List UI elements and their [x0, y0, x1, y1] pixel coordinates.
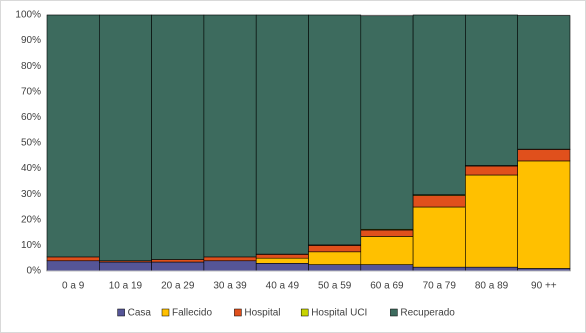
x-tick-label: 30 a 39 — [213, 281, 247, 292]
bar-segment — [203, 14, 257, 258]
x-tick-label: 0 a 9 — [62, 281, 85, 292]
bar-segment — [255, 257, 309, 264]
y-tick-label: 100% — [15, 10, 41, 21]
bar-segment — [308, 245, 362, 253]
y-tick-label: 50% — [21, 138, 41, 149]
legend-swatch — [161, 308, 170, 317]
bar-segment — [517, 149, 571, 162]
x-tick-label: 60 a 69 — [370, 281, 404, 292]
x-tick-label: 20 a 29 — [161, 281, 195, 292]
bar-segment — [412, 195, 466, 208]
bar-segment — [360, 264, 414, 272]
x-tick-label: 90 ++ — [531, 281, 557, 292]
bar-segment — [203, 256, 257, 262]
bar-segment — [465, 14, 518, 166]
bar-segment — [203, 260, 257, 272]
bar-segment — [360, 229, 414, 237]
bar-segment — [360, 236, 414, 265]
bar-segment — [412, 266, 466, 272]
bar-segment — [360, 15, 414, 230]
x-tick-label: 10 a 19 — [109, 281, 143, 292]
x-tick-label: 50 a 59 — [318, 281, 352, 292]
legend-label: Fallecido — [172, 308, 212, 319]
legend-swatch — [234, 308, 242, 317]
bar-segment — [255, 14, 309, 255]
bar-segment — [151, 261, 205, 272]
bar-segment — [465, 174, 518, 268]
legend-label: Hospital UCI — [311, 308, 367, 319]
legend-swatch — [117, 308, 125, 317]
y-tick-label: 20% — [21, 214, 41, 225]
bar-segment — [46, 14, 100, 258]
bar-segment — [465, 266, 518, 272]
bar-segment — [255, 263, 309, 272]
bar-segment — [412, 206, 466, 268]
bar-segment — [412, 14, 466, 196]
bar-segment — [151, 259, 205, 263]
x-tick-label: 70 a 79 — [423, 281, 457, 292]
legend-label: Casa — [128, 308, 152, 319]
y-tick-label: 80% — [21, 61, 41, 72]
bar-segment — [308, 264, 362, 272]
y-tick-label: 70% — [21, 86, 41, 97]
bar-segment — [99, 261, 152, 272]
bar-segment — [517, 160, 571, 269]
bar-segment — [255, 254, 309, 259]
bar-segment — [46, 260, 100, 272]
legend-swatch — [390, 308, 398, 317]
bar-segment — [465, 165, 518, 176]
bar-segment — [517, 15, 571, 150]
y-tick-label: 90% — [21, 35, 41, 46]
y-tick-label: 0% — [27, 266, 42, 277]
x-tick-label: 40 a 49 — [266, 281, 300, 292]
y-tick-label: 10% — [21, 240, 41, 251]
legend-label: Recuperado — [400, 308, 455, 319]
legend-label: Hospital — [244, 308, 280, 319]
y-tick-label: 60% — [21, 112, 41, 123]
y-tick-label: 40% — [21, 163, 41, 174]
bar-segment — [151, 14, 205, 260]
bar-segment — [308, 251, 362, 265]
bar-segment — [99, 14, 152, 262]
y-tick-label: 30% — [21, 189, 41, 200]
bar-segment — [46, 256, 100, 262]
bar-segment — [308, 14, 362, 246]
legend-swatch — [300, 308, 309, 317]
x-tick-label: 80 a 89 — [475, 281, 509, 292]
